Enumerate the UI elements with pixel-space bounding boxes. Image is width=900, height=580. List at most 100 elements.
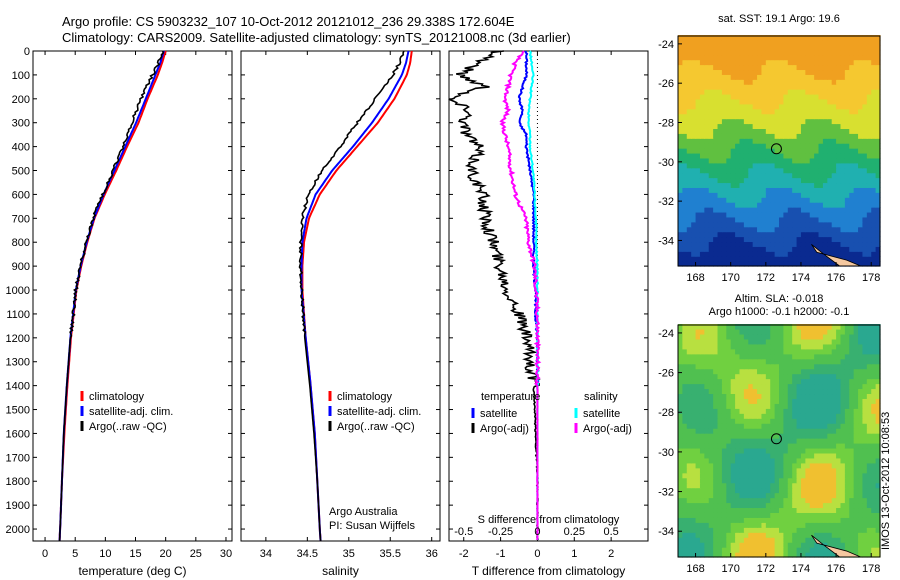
map-cell [805, 457, 811, 464]
map-cell [713, 373, 719, 380]
map-cell [862, 438, 868, 444]
map-cell [682, 118, 688, 125]
map-cell [853, 497, 859, 504]
map-cell [787, 261, 793, 267]
map-cell [805, 167, 811, 174]
map-cell [831, 497, 837, 504]
map-cell [805, 547, 811, 553]
map-cell [761, 44, 767, 51]
map-cell [748, 472, 754, 479]
map-cell [831, 216, 837, 223]
map-cell [827, 502, 833, 509]
map-cell [875, 477, 881, 484]
map-cell [717, 251, 723, 257]
map-cell [800, 383, 806, 390]
map-cell [866, 64, 872, 71]
map-cell [721, 167, 727, 174]
map-cell [827, 167, 833, 174]
map-cell [831, 512, 837, 518]
map-cell [853, 93, 859, 100]
map-cell [871, 93, 877, 100]
xtick-label: 30 [220, 548, 232, 560]
map-cell [849, 333, 855, 340]
map-cell [748, 172, 754, 179]
map-cell [858, 44, 864, 51]
map-cell [792, 492, 798, 499]
map-cell [871, 177, 877, 184]
map-cell [691, 216, 697, 223]
map-cell [779, 324, 784, 330]
map-cell [814, 467, 820, 474]
map-cell [761, 35, 767, 41]
map-cell [713, 74, 719, 80]
map-cell [686, 408, 692, 414]
map-cell [822, 216, 828, 223]
map-cell [757, 221, 763, 228]
map-cell [840, 118, 846, 125]
map-cell [792, 221, 798, 228]
map-cell [849, 207, 855, 213]
map-cell [814, 84, 820, 90]
map-cell [699, 333, 705, 340]
map-cell [862, 216, 868, 223]
map-cell [866, 482, 872, 489]
map-cell [686, 197, 692, 203]
map-cell [822, 388, 828, 395]
map-cell [814, 187, 820, 193]
map-cell [792, 522, 798, 528]
map-cell [853, 388, 859, 395]
map-cell [822, 74, 828, 80]
map-cell [678, 472, 683, 479]
map-cell [708, 182, 714, 188]
map-cell [730, 383, 736, 390]
map-cell [704, 251, 710, 257]
map-cell [858, 378, 864, 385]
map-cell [875, 383, 881, 390]
map-cell [849, 162, 855, 169]
map-cell [871, 447, 877, 454]
map-cell [814, 39, 820, 46]
map-cell [704, 98, 710, 105]
map-cell [809, 177, 815, 184]
map-cell [831, 457, 837, 464]
map-cell [831, 118, 837, 125]
map-cell [743, 69, 749, 75]
map-cell [800, 98, 806, 105]
map-cell [831, 338, 837, 345]
map-cell [822, 477, 828, 484]
map-cell [774, 261, 780, 267]
map-cell [862, 413, 868, 419]
map-cell [726, 517, 732, 523]
map-cell [849, 358, 855, 365]
map-cell [757, 418, 763, 424]
map-cell [708, 482, 714, 489]
map-cell [695, 403, 701, 409]
map-cell [708, 452, 714, 459]
map-cell [849, 221, 855, 228]
map-cell [814, 138, 820, 144]
map-cell [818, 207, 824, 213]
map-cell [779, 507, 784, 513]
map-cell [682, 143, 688, 149]
map-cell [752, 113, 758, 120]
map-cell [691, 84, 697, 90]
map-cell [678, 167, 683, 174]
map-cell [765, 226, 771, 233]
map-cell [787, 324, 793, 330]
map-cell [814, 338, 820, 345]
map-cell [858, 118, 864, 125]
map-cell [844, 157, 850, 164]
map-cell [774, 343, 780, 350]
map-cell [699, 246, 705, 252]
map-cell [761, 383, 767, 390]
map-cell [774, 438, 780, 444]
map-cell [796, 457, 802, 464]
map-cell [814, 348, 820, 355]
map-cell [730, 138, 736, 144]
map-cell [836, 492, 842, 499]
map-cell [796, 226, 802, 233]
ytick-label: 1700 [6, 452, 30, 464]
map-cell [849, 89, 855, 95]
map-cell [783, 79, 789, 85]
map-cell [796, 324, 802, 330]
